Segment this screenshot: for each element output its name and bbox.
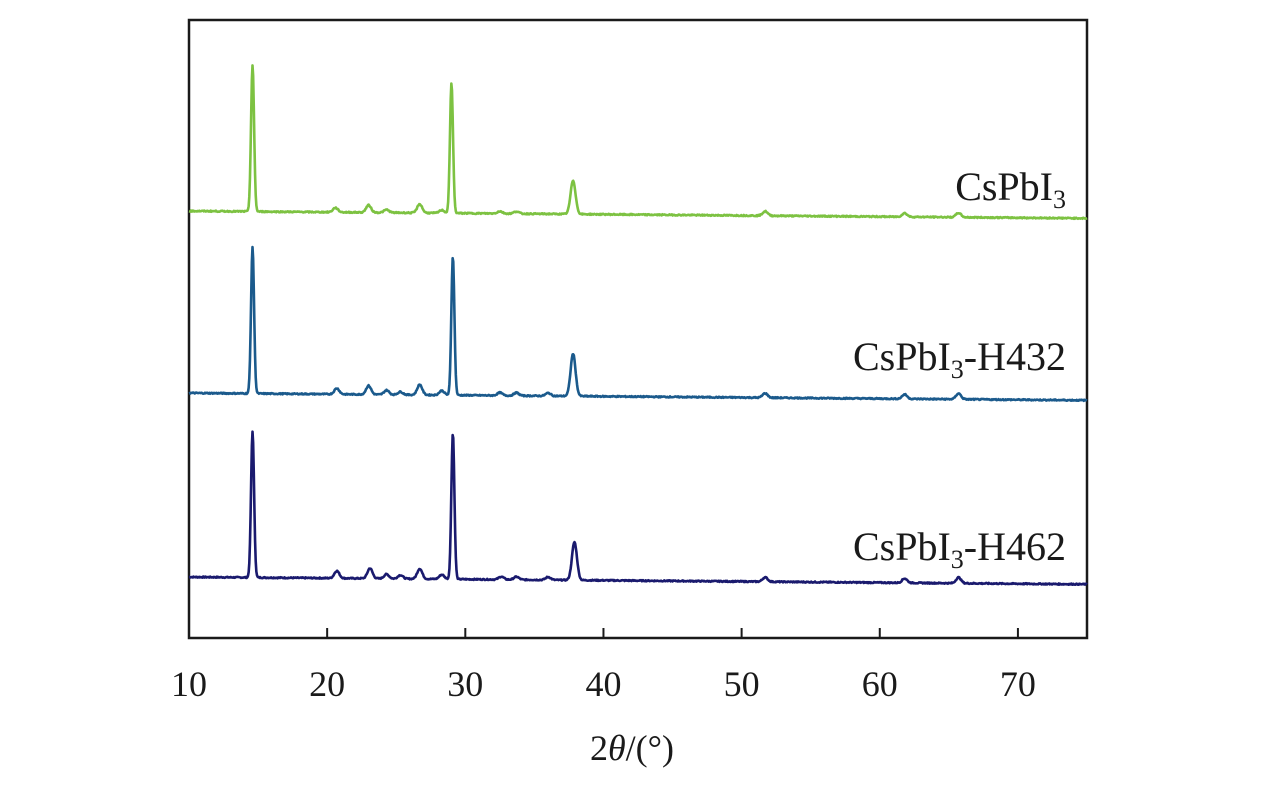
x-tick-label: 70 <box>1000 664 1036 704</box>
x-ticks-group: 10 20 30 40 50 60 70 <box>171 628 1036 704</box>
series-labels-group: CsPbI3-H462 CsPbI3-H432 CsPbI3 <box>853 164 1066 574</box>
x-tick-label: 50 <box>724 664 760 704</box>
x-tick-label: 10 <box>171 664 207 704</box>
x-tick-label: 30 <box>447 664 483 704</box>
x-axis-title: 2θ/(°) <box>590 728 674 768</box>
plot-frame <box>187 18 1089 640</box>
series-label: CsPbI3-H462 <box>853 524 1066 574</box>
traces-group <box>188 64 1088 587</box>
x-tick-label: 60 <box>862 664 898 704</box>
series-line-cspbi3 <box>188 64 1088 221</box>
series-label: CsPbI3-H432 <box>853 334 1066 384</box>
x-tick-label: 40 <box>585 664 621 704</box>
series-line-cspbi3-h462 <box>188 430 1088 587</box>
series-label: CsPbI3 <box>955 164 1066 214</box>
x-tick-label: 20 <box>309 664 345 704</box>
series-line-cspbi3-h432 <box>188 245 1088 403</box>
